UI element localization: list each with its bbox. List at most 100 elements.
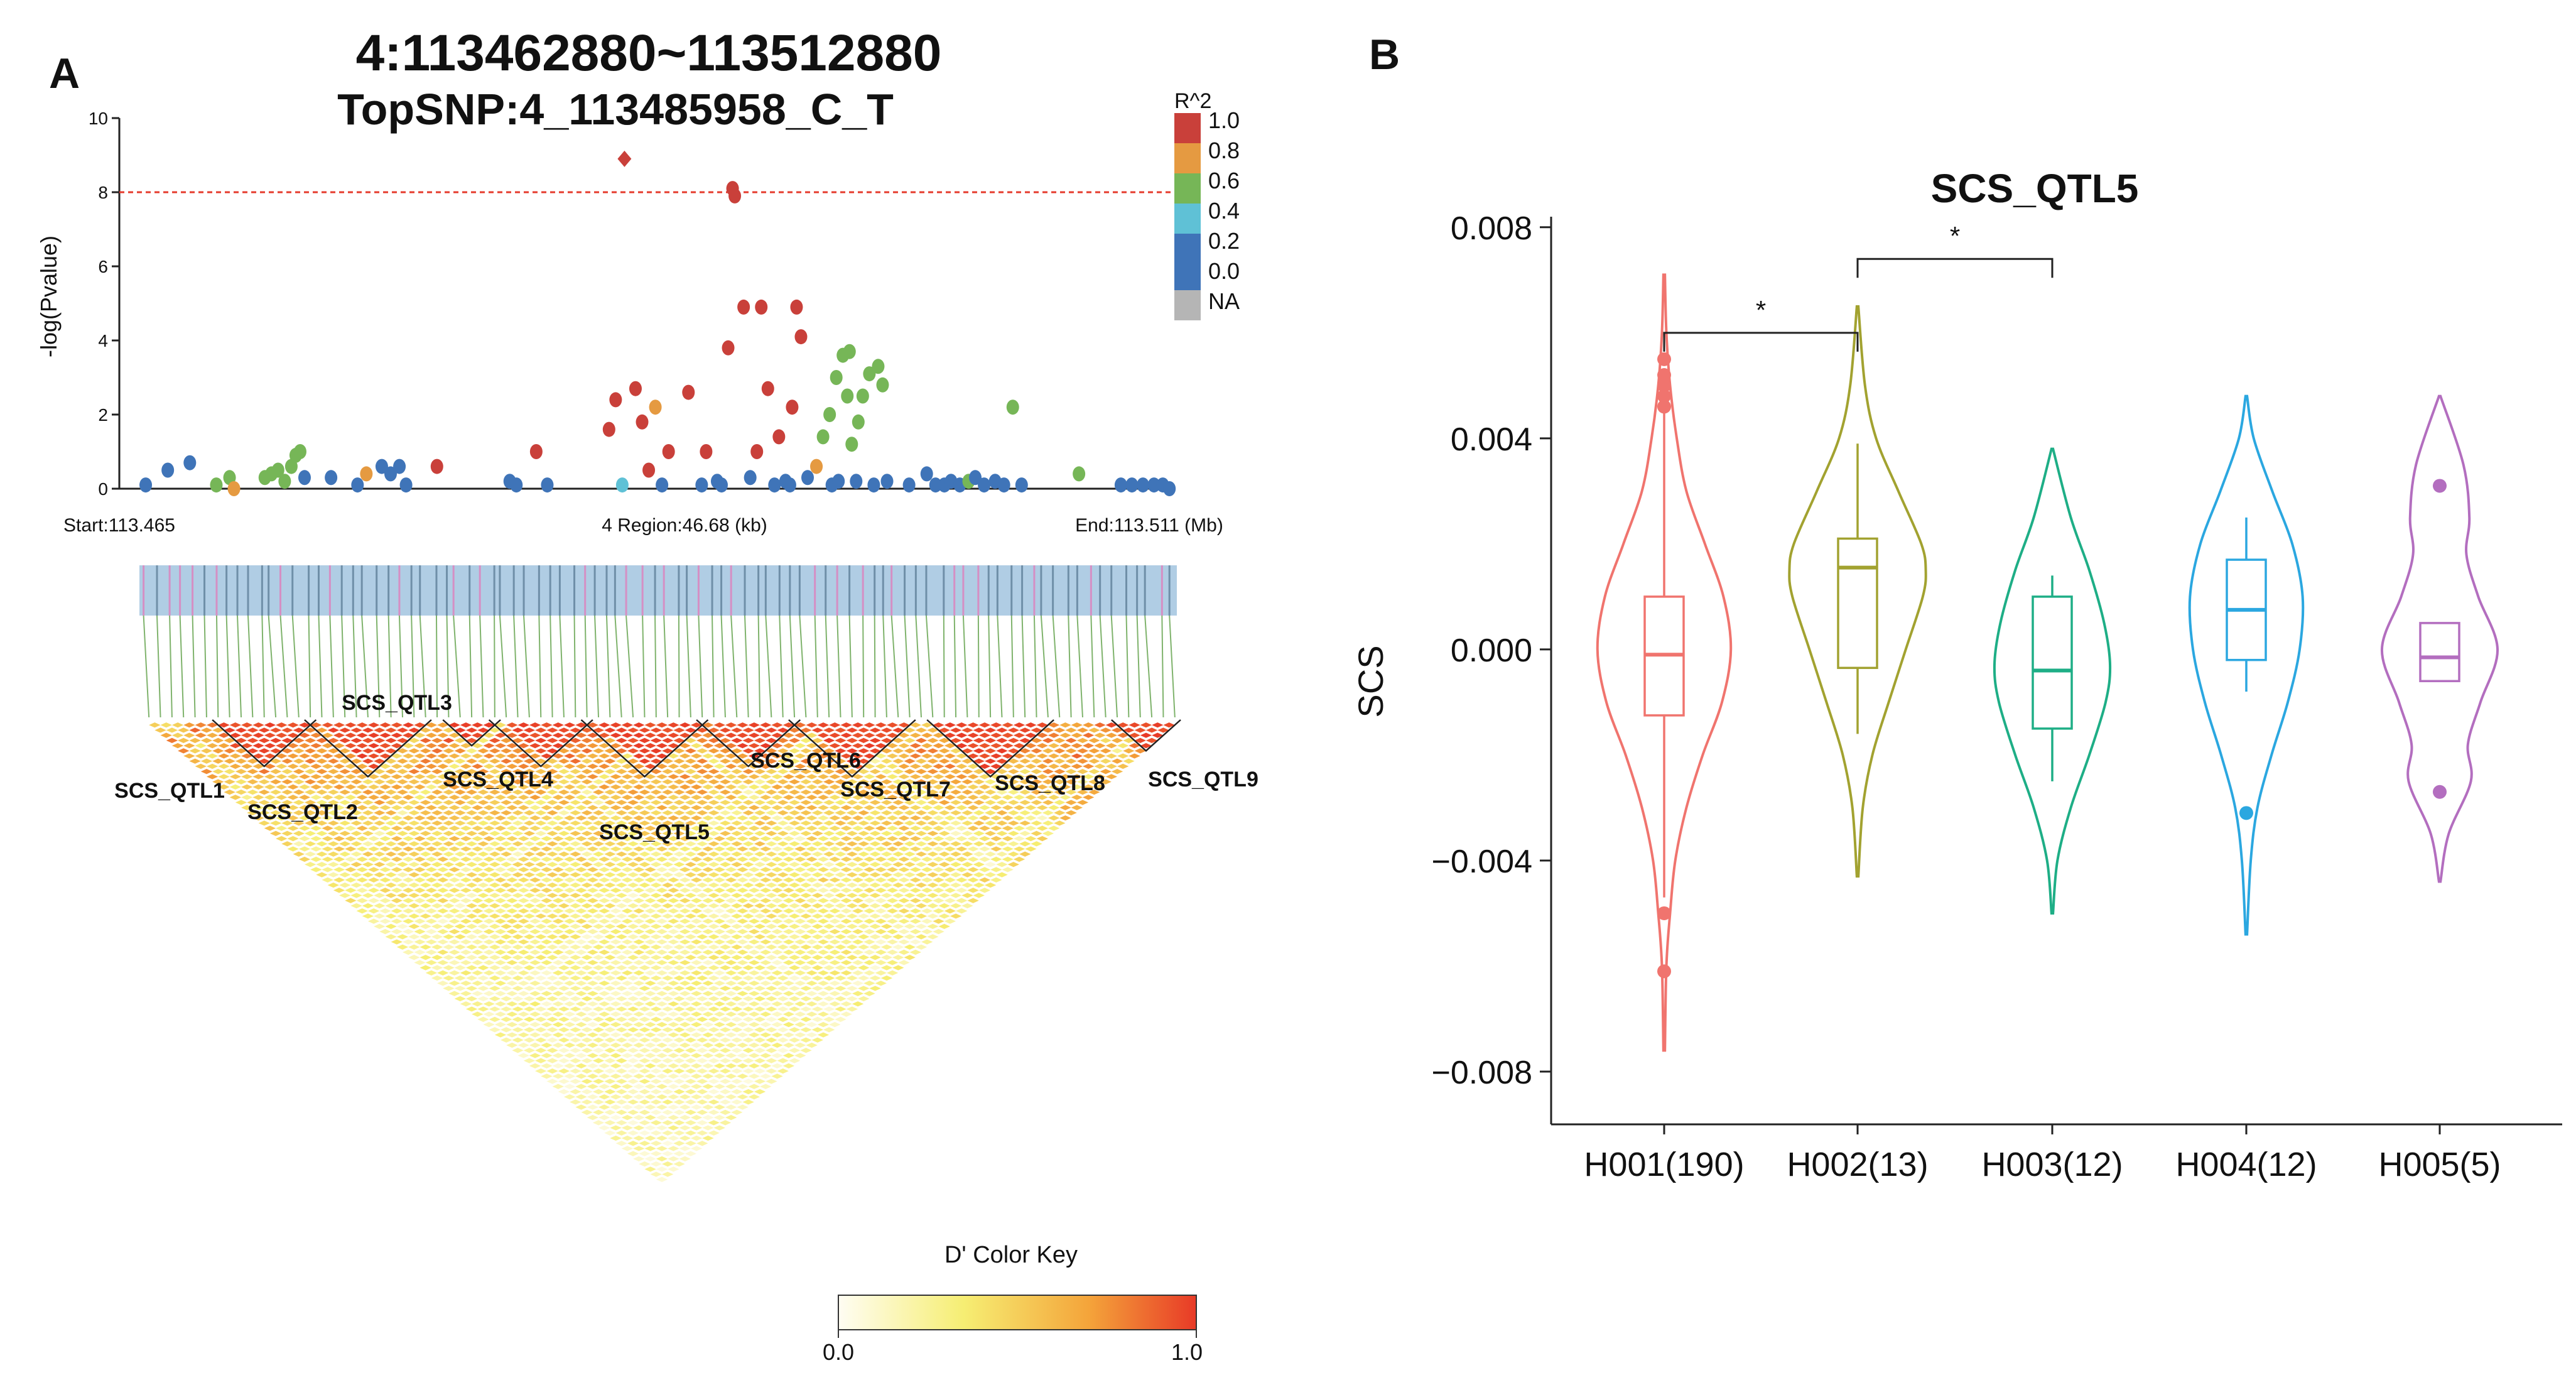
ld-cell [298,846,311,852]
ld-cell [973,810,985,816]
ld-cell [460,846,472,852]
ld-cell [581,810,593,816]
ld-cell [604,862,616,867]
ld-cell [973,779,985,785]
ld-cell [563,1022,576,1028]
ld-cell [501,944,512,950]
ld-cell [403,825,414,831]
ld-cell [322,805,333,810]
ld-cell [811,758,823,764]
ld-cell [229,763,242,769]
ld-cell [1059,753,1071,759]
ld-cell [944,898,956,903]
ld-cell [350,903,362,909]
ld-cell [570,1016,582,1022]
ld-cell [713,1063,725,1068]
ld-cell [552,949,564,955]
ld-cell [408,841,420,847]
ld-cell [621,743,634,749]
ld-cell [379,825,391,831]
ld-cell [713,1042,725,1048]
ld-cell [800,800,812,805]
ld-cell [754,872,766,877]
ld-cell [978,774,991,780]
snp-point [139,477,153,493]
ld-cell [679,1011,691,1017]
ld-cell [662,1037,674,1043]
ld-cell [483,877,495,883]
ld-cell [327,883,340,888]
ld-cell [443,851,455,857]
ld-cell [973,758,985,764]
ld-cell [598,722,610,728]
ld-cell [570,769,582,774]
ld-cell [708,1120,720,1126]
ld-cell [535,965,547,970]
ld-cell [760,991,772,996]
ld-cell [379,836,391,842]
ld-cell [598,1094,610,1100]
ld-cell [396,872,409,877]
ld-cell [327,862,340,867]
ld-cell [754,800,766,805]
ld-cell [690,1011,703,1017]
ld-cell [592,862,605,867]
ld-cell [869,903,881,909]
snp-connector [977,615,980,718]
ld-cell [766,934,777,940]
ld-cell [858,800,870,805]
ld-cell [592,800,605,805]
ld-cell [984,727,997,733]
ld-cell [454,769,466,774]
ld-cell [766,727,777,733]
ld-cell [771,991,783,996]
ld-cell [431,758,443,764]
ld-cell [668,898,679,903]
ld-cell [1065,810,1077,816]
ld-cell [782,856,795,862]
ld-cell [794,918,806,924]
ld-cell [604,779,616,785]
iqr-box [2032,595,2073,730]
ld-cell [379,856,391,862]
ld-cell [615,903,627,909]
ld-cell [592,830,605,836]
ld-cell [570,841,582,847]
ld-cell [731,830,743,836]
ld-cell [886,722,899,728]
ld-cell [886,898,899,903]
ld-cell [350,883,362,888]
ld-cell [927,872,939,877]
ld-cell [771,1063,783,1068]
ld-cell [431,841,443,847]
ld-cell [662,913,674,919]
ld-cell [1065,779,1077,785]
ld-cell [517,805,529,810]
ld-cell [996,851,1008,857]
color-key-min: 0.0 [823,1339,854,1365]
ld-cell [961,841,973,847]
ld-cell [702,753,714,759]
ld-cell [679,753,691,759]
snp-connector [1169,615,1176,718]
ld-cell [621,1135,634,1141]
ld-cell [754,810,766,816]
ld-cell [1065,737,1077,743]
ld-cell [823,893,835,898]
ld-cell [766,1016,777,1022]
ld-cell [696,955,708,960]
ld-cell [708,913,720,919]
ld-cell [742,944,754,950]
ld-cell [627,903,639,909]
ld-cell [909,918,921,924]
ld-cell [811,893,823,898]
ld-cell [650,727,662,733]
ld-cell [171,743,184,749]
ld-cell [489,727,501,733]
ld-cell [443,841,455,847]
ld-cell [581,820,593,826]
ld-cell [1019,810,1031,816]
ld-cell [973,841,985,847]
ld-cell [472,981,484,986]
ld-cell [494,825,507,831]
